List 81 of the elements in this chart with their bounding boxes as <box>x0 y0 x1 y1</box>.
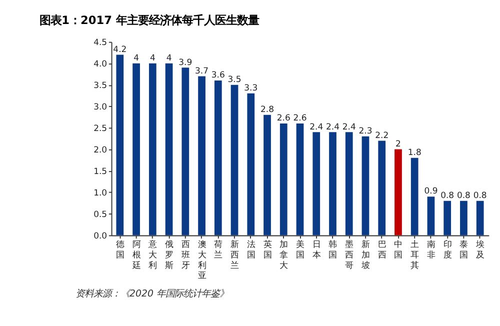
bar <box>410 158 418 236</box>
x-tick-label: 土耳其 <box>410 240 419 271</box>
y-tick-label: 0.0 <box>94 232 108 242</box>
data-label: 2.6 <box>293 114 307 124</box>
bar <box>165 63 173 236</box>
bar <box>378 140 386 236</box>
x-tick-label: 泰国 <box>460 240 468 260</box>
data-label: 3.5 <box>228 74 242 85</box>
bar <box>427 196 435 236</box>
data-label: 2.3 <box>358 126 372 137</box>
bar <box>264 114 271 236</box>
data-label: 3.9 <box>178 58 192 68</box>
data-label: 0.8 <box>456 191 470 202</box>
bar <box>230 84 238 236</box>
x-tick-label: 德国 <box>116 240 124 260</box>
x-tick-label: 墨西哥 <box>345 240 354 271</box>
data-label: 4.2 <box>113 44 127 55</box>
x-tick-label: 阿根廷 <box>131 240 140 271</box>
text: 资料来源：《2020 年国际统计年鉴》 <box>75 288 228 300</box>
bar <box>329 132 336 236</box>
bar <box>394 149 402 236</box>
data-label: 4 <box>150 54 156 64</box>
x-tick-label: 中国 <box>394 240 402 260</box>
bar <box>476 200 484 236</box>
x-tick-label: 美国 <box>296 240 304 260</box>
x-tick-label: 俄罗斯 <box>165 240 174 271</box>
chart-title: 图表1：2017 年主要经济体每千人医生数量 <box>40 12 259 27</box>
x-tick-label: 新加坡 <box>360 240 370 271</box>
data-label: 0.9 <box>424 186 438 197</box>
bar <box>132 63 140 236</box>
x-tick-label: 埃及 <box>475 240 484 260</box>
y-tick-label: 2.0 <box>94 146 108 156</box>
x-tick-label: 意大利 <box>148 240 157 271</box>
bar <box>280 124 288 236</box>
bar <box>214 80 222 236</box>
bar <box>460 200 468 236</box>
bar <box>247 93 255 236</box>
x-tick-label: 法国 <box>246 240 255 260</box>
bar <box>148 63 156 236</box>
bar <box>182 68 190 236</box>
data-label: 2.4 <box>326 122 340 132</box>
x-tick-label: 巴西 <box>378 240 386 260</box>
bar <box>198 76 206 236</box>
bar <box>296 124 304 236</box>
data-label: 3.6 <box>211 70 225 81</box>
data-label: 0.8 <box>440 191 454 202</box>
data-label: 1.8 <box>408 148 422 158</box>
data-label: 2.8 <box>260 105 274 116</box>
y-tick-label: 0.5 <box>94 210 108 220</box>
y-tick-label: 3.0 <box>94 102 108 113</box>
x-tick-label: 英国 <box>263 240 272 260</box>
x-tick-label: 日本 <box>312 240 320 260</box>
data-label: 4 <box>166 54 172 64</box>
data-label: 3.7 <box>195 66 209 76</box>
y-tick-label: 2.5 <box>94 124 108 134</box>
x-tick-label: 荷兰 <box>214 240 222 260</box>
bar <box>312 132 320 236</box>
x-tick-label: 南非 <box>426 240 435 260</box>
x-tick-label: 加拿大 <box>280 240 288 271</box>
x-tick-label: 新西兰 <box>230 240 239 271</box>
data-label: 2.6 <box>276 114 290 124</box>
y-tick-label: 3.5 <box>94 81 108 92</box>
x-tick-label: 西班牙 <box>181 240 190 271</box>
data-label: 2.4 <box>342 122 356 132</box>
data-label: 4 <box>134 54 139 64</box>
y-tick-label: 1.5 <box>94 167 108 178</box>
data-label: 0.8 <box>473 191 487 202</box>
data-label: 2 <box>396 139 401 150</box>
data-label: 3.3 <box>244 84 258 94</box>
data-label: 2.2 <box>375 130 389 141</box>
x-tick-label: 澳大利亚 <box>198 240 206 282</box>
y-tick-label: 1.0 <box>94 188 108 199</box>
x-tick-label: 韩国 <box>328 240 337 260</box>
x-tick-label: 印度 <box>443 240 452 260</box>
data-label: 2.4 <box>310 122 324 132</box>
bar <box>345 132 353 236</box>
bar <box>116 54 124 236</box>
bar <box>362 136 370 236</box>
y-tick-label: 4.5 <box>94 38 108 48</box>
bar <box>444 200 452 236</box>
y-tick-label: 4.0 <box>94 60 108 70</box>
